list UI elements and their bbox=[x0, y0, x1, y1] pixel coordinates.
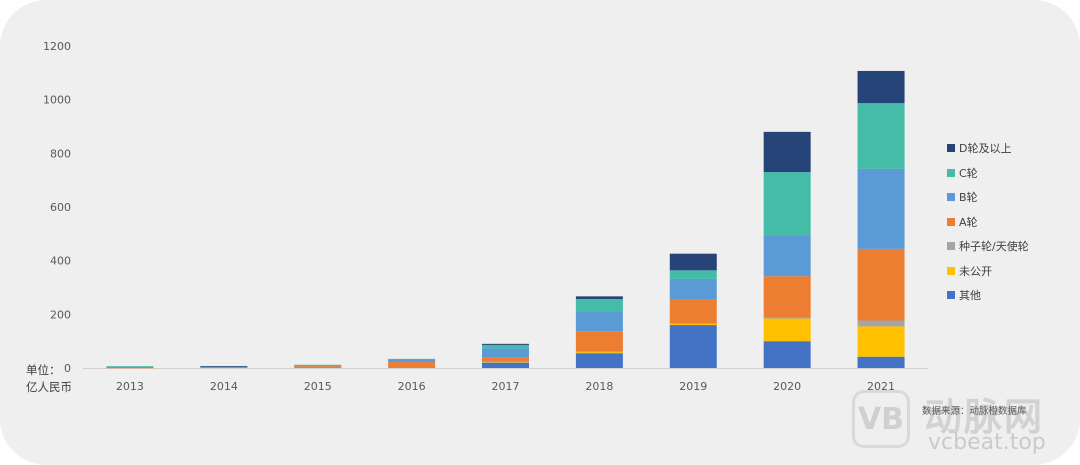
bar-segment bbox=[575, 296, 623, 300]
bar-segment bbox=[200, 366, 248, 367]
legend-swatch bbox=[947, 291, 955, 300]
bar-segment bbox=[763, 317, 811, 319]
chart-legend: D轮及以上 C轮 B轮 A轮种子轮/天使轮 未公开其他 bbox=[947, 136, 1029, 308]
bar-segment bbox=[388, 362, 436, 368]
legend-item: C轮 bbox=[947, 161, 1029, 186]
data-source-note: 数据来源：动脉橙数据库 bbox=[922, 406, 1027, 417]
bar-segment bbox=[763, 276, 811, 318]
y-axis: 0 200 400 600 800 1000 1200 bbox=[43, 40, 71, 375]
y-tick-label: 600 bbox=[50, 201, 71, 214]
legend-item: 未公开 bbox=[947, 259, 1029, 284]
y-tick-label: 1200 bbox=[43, 40, 71, 53]
y-tick-label: 400 bbox=[50, 255, 71, 268]
bar-segment bbox=[763, 131, 811, 173]
bar-segment bbox=[575, 351, 623, 354]
x-tick-label: 2021 bbox=[867, 380, 895, 393]
y-tick-label: 800 bbox=[50, 147, 71, 160]
y-tick-label: 200 bbox=[50, 308, 71, 321]
unit-label-line1: 单位： bbox=[26, 363, 61, 377]
legend-label: 种子轮/天使轮 bbox=[959, 240, 1029, 254]
bar-segment bbox=[575, 331, 623, 352]
legend-swatch bbox=[947, 193, 955, 202]
bar-segment bbox=[857, 356, 905, 368]
bar-segment bbox=[388, 359, 436, 363]
bar-segment bbox=[388, 358, 436, 360]
bar-segment bbox=[294, 364, 342, 366]
bar-segment bbox=[575, 351, 623, 353]
bar-segment bbox=[482, 348, 529, 358]
bar-segment bbox=[669, 323, 717, 324]
y-tick-label: 0 bbox=[64, 362, 71, 375]
x-tick-label: 2020 bbox=[773, 380, 801, 393]
x-tick-label: 2014 bbox=[210, 380, 238, 393]
bar-segment bbox=[575, 311, 623, 332]
legend-swatch bbox=[947, 217, 955, 226]
legend-label: 未公开 bbox=[959, 264, 992, 278]
x-tick-label: 2017 bbox=[492, 380, 520, 393]
bar-segment bbox=[763, 172, 811, 236]
x-tick-label: 2016 bbox=[398, 380, 426, 393]
legend-item: 其他 bbox=[947, 283, 1029, 308]
bar-segment bbox=[669, 299, 717, 324]
legend-swatch bbox=[947, 168, 955, 177]
bar-segment bbox=[857, 70, 905, 104]
bar-segment bbox=[482, 343, 529, 345]
x-tick-label: 2019 bbox=[679, 380, 707, 393]
bar-segment bbox=[669, 323, 717, 326]
legend-label: 其他 bbox=[959, 289, 981, 303]
bar-segment bbox=[669, 270, 717, 279]
y-tick-label: 1000 bbox=[43, 94, 71, 107]
legend-item: 种子轮/天使轮 bbox=[947, 234, 1029, 259]
unit-label-line2: 亿人民币 bbox=[26, 380, 72, 394]
bar-segment bbox=[763, 235, 811, 277]
watermark-url: vcbeat.top bbox=[928, 430, 1046, 455]
bar-segment bbox=[294, 365, 342, 367]
bar-segment bbox=[669, 325, 717, 368]
bar-segment bbox=[669, 278, 717, 300]
bar-segment bbox=[575, 299, 623, 312]
watermark-logo-icon: VB bbox=[852, 390, 910, 448]
bar-segment bbox=[857, 320, 905, 327]
watermark-title: 动脉网 bbox=[924, 395, 1045, 439]
bar-segment bbox=[857, 326, 905, 357]
bar-segment bbox=[482, 361, 529, 363]
legend-swatch bbox=[947, 266, 955, 275]
bar-segment bbox=[763, 318, 811, 342]
legend-label: C轮 bbox=[959, 166, 978, 180]
legend-swatch bbox=[947, 242, 955, 251]
y-axis-unit-label: 单位： 亿人民币 bbox=[26, 362, 72, 396]
legend-swatch bbox=[947, 144, 955, 153]
bar-segment bbox=[857, 103, 905, 169]
watermark: VB 动脉网 vcbeat.top bbox=[848, 386, 1076, 462]
bar-segment bbox=[482, 362, 529, 368]
bar-segment bbox=[200, 366, 248, 368]
bar-segment bbox=[106, 366, 154, 368]
bar-segment bbox=[857, 168, 905, 249]
bar-segment bbox=[669, 253, 717, 271]
bar-segment bbox=[482, 357, 529, 362]
legend-label: D轮及以上 bbox=[959, 142, 1012, 156]
x-tick-label: 2018 bbox=[585, 380, 613, 393]
bar-segment bbox=[106, 367, 154, 369]
bar-segment bbox=[294, 366, 342, 368]
bar-segment bbox=[575, 353, 623, 368]
legend-item: D轮及以上 bbox=[947, 136, 1029, 161]
bar-segment bbox=[106, 366, 154, 367]
bar-segment bbox=[482, 344, 529, 349]
legend-item: A轮 bbox=[947, 210, 1029, 235]
legend-item: B轮 bbox=[947, 185, 1029, 210]
legend-label: B轮 bbox=[959, 191, 978, 205]
x-axis: 2013 2014 2015 2016 2017 2018 2019 2020 2021 bbox=[83, 368, 928, 393]
bar-series bbox=[106, 70, 905, 369]
bar-segment bbox=[763, 341, 811, 368]
x-tick-label: 2015 bbox=[304, 380, 332, 393]
bar-segment bbox=[857, 248, 905, 321]
legend-label: A轮 bbox=[959, 215, 978, 229]
x-tick-label: 2013 bbox=[116, 380, 144, 393]
